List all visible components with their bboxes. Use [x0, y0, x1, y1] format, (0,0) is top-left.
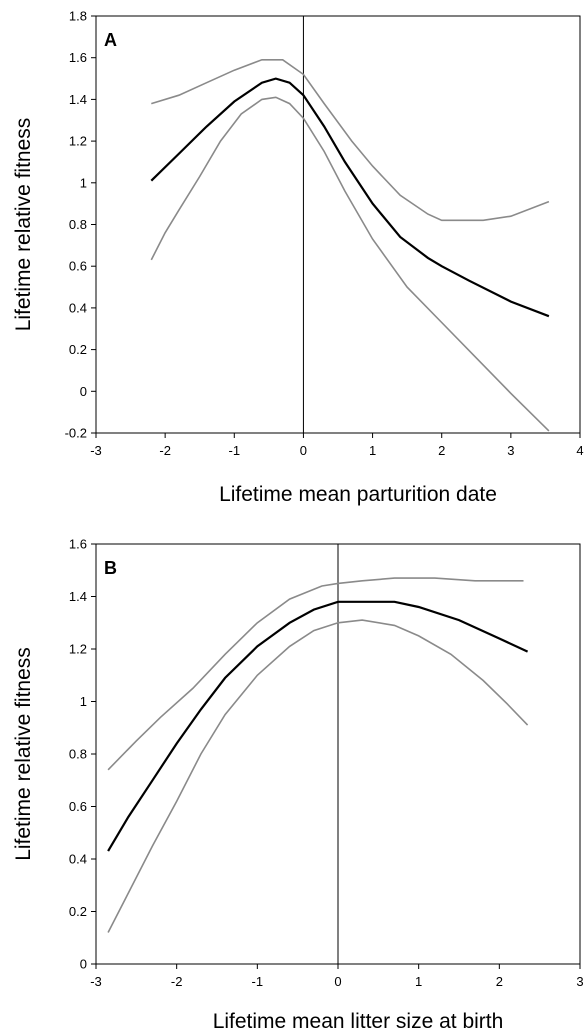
y-tick-label-a-3: 0.4	[69, 300, 87, 315]
panel-letter-b: B	[104, 558, 117, 578]
y-axis-title-b: Lifetime relative fitness	[12, 647, 35, 861]
y-tick-label-a-7: 1.2	[69, 134, 87, 149]
x-tick-label-a-2: -1	[229, 443, 241, 458]
plot-frame-a	[95, 15, 581, 434]
y-tick-label-b-4: 0.8	[69, 747, 87, 762]
upper-ci-line-b	[107, 577, 524, 771]
x-tick-label-a-7: 4	[576, 443, 583, 458]
y-tick-label-b-7: 1.4	[69, 589, 87, 604]
x-tick-label-a-3: 0	[300, 443, 307, 458]
fitted-line-a	[150, 77, 550, 318]
y-tick-label-b-5: 1	[80, 694, 87, 709]
x-tick-label-a-6: 3	[507, 443, 514, 458]
y-tick-label-b-0: 0	[80, 957, 87, 972]
y-tick-label-a-10: 1.8	[69, 9, 87, 24]
x-tick-label-b-5: 2	[496, 974, 503, 989]
y-tick-label-b-8: 1.6	[69, 537, 87, 552]
y-axis-title-a: Lifetime relative fitness	[12, 118, 35, 332]
y-tick-label-a-6: 1	[80, 175, 87, 190]
x-tick-label-a-0: -3	[90, 443, 102, 458]
y-tick-label-a-1: 0	[80, 384, 87, 399]
x-tick-label-b-4: 1	[415, 974, 422, 989]
x-tick-label-a-4: 1	[369, 443, 376, 458]
y-tick-label-a-2: 0.2	[69, 342, 87, 357]
upper-ci-line-a	[151, 59, 550, 222]
x-tick-label-a-5: 2	[438, 443, 445, 458]
y-tick-label-b-2: 0.4	[69, 852, 87, 867]
panel-b: B Lifetime mean litter size at birth Lif…	[12, 537, 584, 1034]
x-tick-label-b-0: -3	[90, 974, 102, 989]
y-tick-label-a-9: 1.6	[69, 50, 87, 65]
x-axis-title-b: Lifetime mean litter size at birth	[213, 1010, 504, 1033]
y-tick-label-b-6: 1.2	[69, 642, 87, 657]
x-tick-label-b-6: 3	[576, 974, 583, 989]
lower-ci-line-a	[150, 96, 550, 432]
y-tick-label-b-3: 0.6	[69, 799, 87, 814]
x-tick-label-a-1: -2	[159, 443, 171, 458]
y-tick-label-a-0: -0.2	[65, 426, 87, 441]
lower-ci-line-b	[107, 619, 529, 933]
x-tick-label-b-2: -1	[252, 974, 264, 989]
y-tick-label-b-1: 0.2	[69, 904, 87, 919]
y-tick-label-a-8: 1.4	[69, 92, 87, 107]
panel-letter-a: A	[104, 30, 117, 50]
x-tick-label-b-3: 0	[334, 974, 341, 989]
x-tick-label-b-1: -2	[171, 974, 183, 989]
x-axis-title-a: Lifetime mean parturition date	[219, 483, 497, 506]
fitted-line-b	[107, 600, 529, 852]
y-tick-label-a-4: 0.6	[69, 259, 87, 274]
panel-a: A Lifetime mean parturition date Lifetim…	[12, 9, 584, 507]
y-tick-label-a-5: 0.8	[69, 217, 87, 232]
